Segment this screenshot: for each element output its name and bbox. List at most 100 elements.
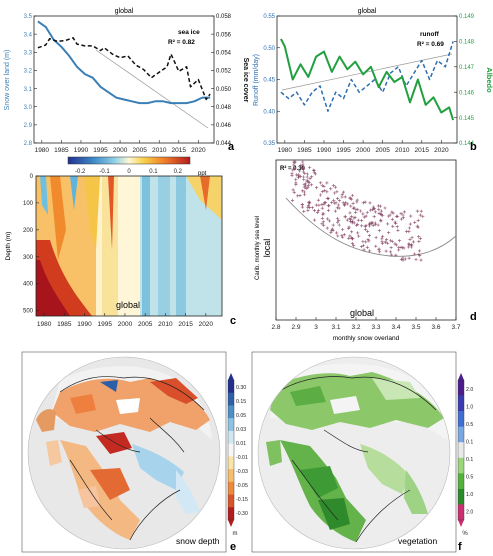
panel-d-point <box>308 176 312 180</box>
panel-c-colorbar-tick: -0.2 <box>75 169 86 175</box>
panel-b-series <box>280 38 455 121</box>
panel-a-xticks: 1980 1985 1990 1995 2000 2005 2010 2015 2020 <box>35 140 206 154</box>
panel-d-xtick-label: 2.8 <box>271 324 280 331</box>
panel-d-point <box>374 244 378 248</box>
panel-f: 2.0 1.0 0.5 0.1 0.1 0.5 1.0 2.0% vegetation f <box>251 351 473 553</box>
panel-e-map-outline <box>27 356 221 550</box>
panel-d-point <box>320 206 324 210</box>
panel-d-point <box>400 217 404 221</box>
panel-b-ylabel-left: Runoff (mm/day) <box>253 54 260 106</box>
panel-d-point <box>390 217 394 221</box>
panel-a-letter: a <box>228 141 235 153</box>
panel-d-point <box>335 197 340 201</box>
panel-d-point <box>415 209 419 213</box>
panel-d-point <box>378 250 382 254</box>
a-series-line-right <box>37 37 211 101</box>
colorbar-tick-label: -0.30 <box>236 511 248 517</box>
panel-a-ylabel-right: Sea ice cover <box>242 58 249 103</box>
panel-b-frame <box>276 15 458 144</box>
panel-a-ylabel-left: Snow over land (m) <box>4 50 11 111</box>
colorbar-tick-label: 0.5 <box>466 422 473 428</box>
panel-e-colorbar: 0.30 0.15 0.05 0.03 0.01 -0.01 -0.03 -0.05 -0.15… <box>227 373 248 537</box>
panel-d-point <box>351 237 355 241</box>
panel-d-point <box>361 201 365 205</box>
colorbar-tick-label: -0.05 <box>236 483 248 489</box>
a-xtick-label: 2000 <box>113 147 128 154</box>
panel-d-point <box>377 211 381 215</box>
b-xtick-label: 1990 <box>317 147 332 154</box>
panel-c-ytick-label: 100 <box>23 201 34 207</box>
colorbar-segment <box>228 392 234 406</box>
panel-d-point <box>395 225 399 229</box>
colorbar-segment <box>228 507 234 521</box>
panel-d-point <box>352 243 356 247</box>
panel-d-xtick-label: 3.7 <box>451 324 460 331</box>
panel-b-annotation: runoff <box>420 31 440 38</box>
panel-c-xtick-label: 2015 <box>178 321 193 328</box>
panel-b-r2: R² = 0.69 <box>417 41 444 48</box>
colorbar-tick-label: -0.03 <box>236 469 248 475</box>
panel-d-point <box>386 222 390 226</box>
colorbar-segment <box>228 418 234 432</box>
panel-d-point <box>320 222 324 226</box>
panel-d-point <box>327 219 332 223</box>
panel-c-ytick-label: 200 <box>23 228 34 234</box>
panel-d-point <box>321 220 326 224</box>
panel-d-point <box>332 198 336 202</box>
panel-d-point <box>400 246 404 250</box>
a-xtick-label: 1985 <box>54 147 69 154</box>
panel-d-point <box>347 236 351 240</box>
a-xtick-label: 1980 <box>35 147 50 154</box>
panel-d-point <box>301 162 305 167</box>
b-xtick-label: 1985 <box>297 147 312 154</box>
panel-d: R² = 0.30 Carib. monthly sea level local… <box>255 159 477 342</box>
colorbar-segment <box>458 426 464 443</box>
a-xtick-label: 2010 <box>152 147 167 154</box>
a-xtick-label: 1990 <box>74 147 89 154</box>
colorbar-segment <box>228 405 234 419</box>
b-series-line-right <box>280 38 455 121</box>
panel-e-map <box>28 357 220 549</box>
panel-d-point <box>298 175 303 179</box>
panel-d-point <box>406 245 411 249</box>
b-xtick-label: 1980 <box>278 147 293 154</box>
panel-c-letter: c <box>230 315 236 327</box>
panel-d-point <box>297 173 301 177</box>
panel-d-point <box>335 190 339 194</box>
panel-d-point <box>300 202 304 207</box>
panel-d-point <box>368 249 372 253</box>
colorbar-tick-label: -0.01 <box>236 455 248 461</box>
panel-d-point <box>368 201 372 205</box>
panel-d-point <box>340 192 344 196</box>
panel-a-r2: R² = 0.82 <box>168 39 195 46</box>
panel-d-point <box>403 257 407 261</box>
colorbar-segment <box>458 457 464 474</box>
a-ytick-right-label: 0.050 <box>216 87 232 93</box>
panel-d-point <box>365 245 369 249</box>
panel-d-point <box>322 223 326 227</box>
panel-d-point <box>354 210 358 214</box>
panel-d-point <box>356 218 360 222</box>
panel-d-point <box>342 233 346 237</box>
panel-d-ylabel: Carib. monthly sea level <box>255 216 261 280</box>
panel-d-point <box>320 216 324 220</box>
panel-d-point <box>361 212 365 216</box>
b-xtick-label: 2015 <box>415 147 430 154</box>
a-xtick-label: 1995 <box>93 147 108 154</box>
panel-d-point <box>343 214 347 219</box>
panel-d-point <box>323 189 327 193</box>
b-xtick-label: 1995 <box>336 147 351 154</box>
panel-d-point <box>379 219 383 223</box>
panel-d-point <box>377 247 381 251</box>
panel-d-point <box>418 213 422 217</box>
colorbar-tick-label: 0.30 <box>236 385 246 391</box>
panel-d-point <box>303 192 307 197</box>
panel-d-point <box>301 166 305 170</box>
a-ytick-left-label: 3.1 <box>24 87 33 93</box>
panel-d-point <box>366 229 370 233</box>
panel-d-point <box>371 223 375 227</box>
panel-d-point <box>407 226 411 230</box>
panel-d-point <box>296 175 300 180</box>
panel-a-frame <box>33 15 215 144</box>
panel-d-point <box>366 238 370 242</box>
